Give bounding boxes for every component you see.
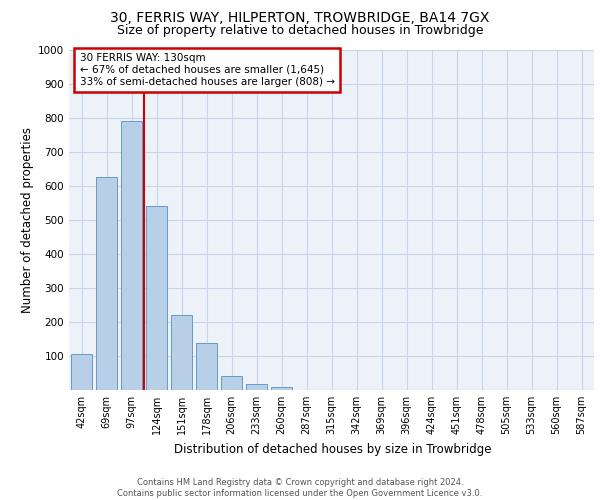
Bar — [171, 315, 192, 390]
Bar — [271, 386, 292, 390]
Text: Size of property relative to detached houses in Trowbridge: Size of property relative to detached ho… — [117, 24, 483, 37]
Text: Distribution of detached houses by size in Trowbridge: Distribution of detached houses by size … — [174, 442, 492, 456]
Bar — [146, 206, 167, 390]
Bar — [71, 354, 92, 390]
Y-axis label: Number of detached properties: Number of detached properties — [21, 127, 34, 313]
Text: Contains HM Land Registry data © Crown copyright and database right 2024.
Contai: Contains HM Land Registry data © Crown c… — [118, 478, 482, 498]
Text: 30, FERRIS WAY, HILPERTON, TROWBRIDGE, BA14 7GX: 30, FERRIS WAY, HILPERTON, TROWBRIDGE, B… — [110, 11, 490, 25]
Bar — [246, 384, 267, 390]
Bar — [121, 122, 142, 390]
Bar — [221, 376, 242, 390]
Text: 30 FERRIS WAY: 130sqm
← 67% of detached houses are smaller (1,645)
33% of semi-d: 30 FERRIS WAY: 130sqm ← 67% of detached … — [79, 54, 335, 86]
Bar — [196, 344, 217, 390]
Bar — [96, 178, 117, 390]
